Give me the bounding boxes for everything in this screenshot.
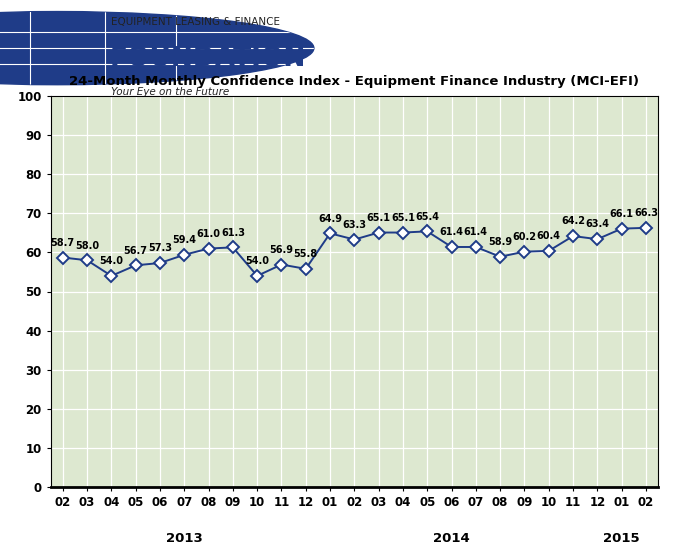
Circle shape (0, 12, 314, 85)
Text: 56.7: 56.7 (124, 246, 148, 256)
Text: 61.4: 61.4 (439, 227, 464, 237)
Text: 61.3: 61.3 (221, 228, 245, 238)
Text: 56.9: 56.9 (269, 245, 294, 255)
Text: FOUNDATION: FOUNDATION (109, 46, 306, 72)
Text: 64.9: 64.9 (318, 213, 342, 224)
Text: Your Eye on the Future: Your Eye on the Future (111, 86, 230, 97)
Text: 60.2: 60.2 (512, 232, 537, 242)
Text: 2015: 2015 (603, 532, 640, 544)
Text: 61.0: 61.0 (196, 229, 221, 239)
Text: 65.1: 65.1 (391, 213, 415, 223)
Text: 58.0: 58.0 (75, 240, 99, 251)
Text: 65.1: 65.1 (367, 213, 391, 223)
Text: 58.9: 58.9 (488, 237, 512, 247)
Text: 63.4: 63.4 (585, 219, 610, 229)
Text: 24-Month Monthly Confidence Index - Equipment Finance Industry (MCI-EFI): 24-Month Monthly Confidence Index - Equi… (70, 75, 639, 88)
Text: 59.4: 59.4 (172, 235, 196, 245)
Text: 66.1: 66.1 (610, 209, 634, 219)
Text: 2014: 2014 (433, 532, 470, 544)
Text: 55.8: 55.8 (294, 249, 318, 259)
Text: 65.4: 65.4 (415, 212, 439, 222)
Text: 63.3: 63.3 (342, 220, 367, 230)
Text: 64.2: 64.2 (561, 216, 585, 227)
Text: 66.3: 66.3 (634, 208, 658, 218)
Text: 60.4: 60.4 (537, 231, 561, 241)
Text: 57.3: 57.3 (148, 243, 172, 253)
Text: 54.0: 54.0 (99, 256, 124, 266)
Text: 61.4: 61.4 (464, 227, 488, 237)
Text: 58.7: 58.7 (51, 238, 75, 248)
Text: 2013: 2013 (166, 532, 202, 544)
Text: EQUIPMENT LEASING & FINANCE: EQUIPMENT LEASING & FINANCE (111, 18, 280, 28)
Text: 54.0: 54.0 (245, 256, 269, 266)
